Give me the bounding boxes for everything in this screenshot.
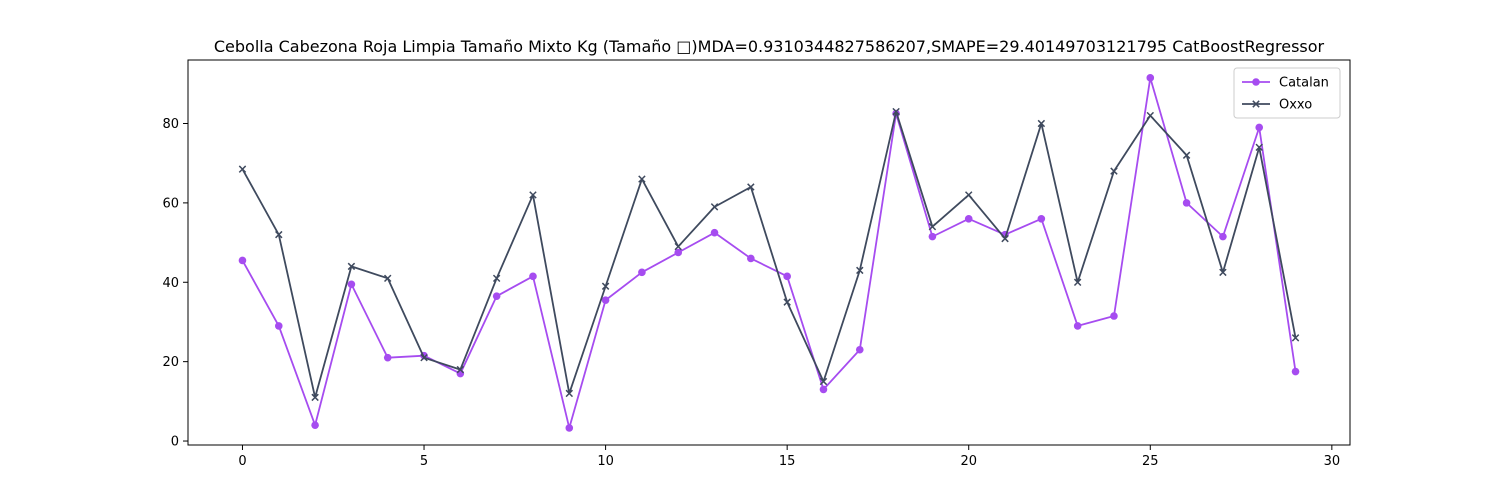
data-point-oxxo — [1001, 234, 1009, 243]
series-oxxo — [238, 107, 1300, 402]
data-point-oxxo — [238, 165, 247, 173]
data-point-oxxo — [529, 191, 537, 199]
data-point-oxxo — [383, 274, 392, 283]
y-axis: 0 20 40 60 80 — [162, 117, 188, 450]
data-point-oxxo — [1110, 167, 1118, 175]
data-point-oxxo — [1146, 111, 1155, 120]
plot-area — [238, 74, 1300, 432]
data-point-catalan — [456, 369, 465, 378]
data-point-catalan — [383, 353, 392, 362]
data-point-oxxo — [747, 183, 755, 191]
data-point-oxxo — [783, 298, 791, 306]
legend: Catalan Oxxo — [1233, 67, 1341, 119]
legend-swatch-marker — [1252, 78, 1260, 86]
data-point-catalan — [710, 228, 719, 237]
data-point-oxxo — [638, 175, 646, 183]
data-point-catalan — [565, 424, 574, 432]
series-line-oxxo — [241, 110, 1297, 399]
data-point-oxxo — [601, 282, 610, 290]
data-point-catalan — [492, 292, 501, 300]
x-tick-label: 25 — [1142, 454, 1159, 469]
data-point-catalan — [1291, 367, 1300, 376]
data-point-oxxo — [819, 377, 828, 386]
data-point-catalan — [747, 254, 755, 263]
y-tick-label: 0 — [171, 435, 179, 450]
x-tick-label: 10 — [597, 454, 614, 469]
data-point-catalan — [274, 322, 283, 330]
data-point-oxxo — [311, 393, 319, 402]
data-point-catalan — [601, 296, 610, 304]
data-point-oxxo — [674, 242, 682, 251]
data-point-oxxo — [964, 191, 973, 199]
data-point-oxxo — [1037, 119, 1046, 128]
x-axis: 0 5 10 15 20 25 30 — [238, 445, 1340, 469]
data-point-oxxo — [1182, 151, 1191, 159]
data-point-catalan — [1182, 199, 1191, 207]
data-point-oxxo — [275, 230, 283, 239]
data-point-catalan — [1219, 232, 1227, 241]
data-point-oxxo — [928, 222, 937, 231]
legend-swatch-marker — [1252, 100, 1260, 108]
data-point-oxxo — [710, 203, 719, 211]
data-point-catalan — [964, 214, 973, 223]
data-point-catalan — [1146, 74, 1155, 82]
chart-title: Cebolla Cabezona Roja Limpia Tamaño Mixt… — [214, 37, 1325, 56]
data-point-catalan — [311, 421, 319, 429]
data-point-catalan — [1037, 214, 1046, 223]
data-point-catalan — [674, 248, 683, 257]
legend-box — [1233, 67, 1341, 119]
legend-label: Catalan — [1279, 76, 1329, 91]
data-point-catalan — [529, 272, 537, 281]
data-point-oxxo — [1219, 268, 1227, 277]
data-point-catalan — [855, 345, 864, 354]
data-point-catalan — [1255, 123, 1264, 132]
series-catalan — [238, 74, 1300, 432]
data-point-catalan — [347, 280, 356, 289]
data-point-oxxo — [420, 353, 428, 362]
data-point-oxxo — [1291, 334, 1300, 342]
y-tick-label: 60 — [162, 196, 179, 211]
x-tick-label: 0 — [238, 454, 246, 469]
data-point-oxxo — [565, 389, 574, 398]
data-point-catalan — [638, 268, 646, 277]
data-point-oxxo — [1255, 143, 1263, 152]
data-point-oxxo — [456, 365, 465, 374]
legend-item-oxxo: Oxxo — [1242, 98, 1312, 113]
legend-item-catalan: Catalan — [1242, 76, 1329, 91]
legend-label: Oxxo — [1279, 98, 1312, 113]
y-tick-label: 20 — [162, 355, 179, 370]
data-point-oxxo — [347, 262, 356, 271]
x-tick-label: 5 — [420, 454, 428, 469]
data-point-catalan — [1073, 322, 1082, 330]
data-point-catalan — [783, 272, 791, 281]
data-point-oxxo — [892, 107, 900, 116]
y-tick-label: 80 — [162, 117, 179, 132]
data-point-oxxo — [856, 266, 864, 275]
data-point-catalan — [1110, 312, 1118, 320]
x-tick-label: 20 — [960, 454, 977, 469]
data-point-catalan — [928, 232, 937, 241]
x-tick-label: 15 — [779, 454, 796, 469]
data-point-oxxo — [492, 274, 501, 283]
x-tick-label: 30 — [1324, 454, 1341, 469]
data-point-catalan — [819, 385, 828, 394]
data-point-oxxo — [1073, 278, 1082, 286]
series-line-catalan — [241, 76, 1297, 429]
y-tick-label: 40 — [162, 276, 179, 291]
plot-frame — [187, 59, 1351, 446]
data-point-catalan — [238, 256, 247, 265]
